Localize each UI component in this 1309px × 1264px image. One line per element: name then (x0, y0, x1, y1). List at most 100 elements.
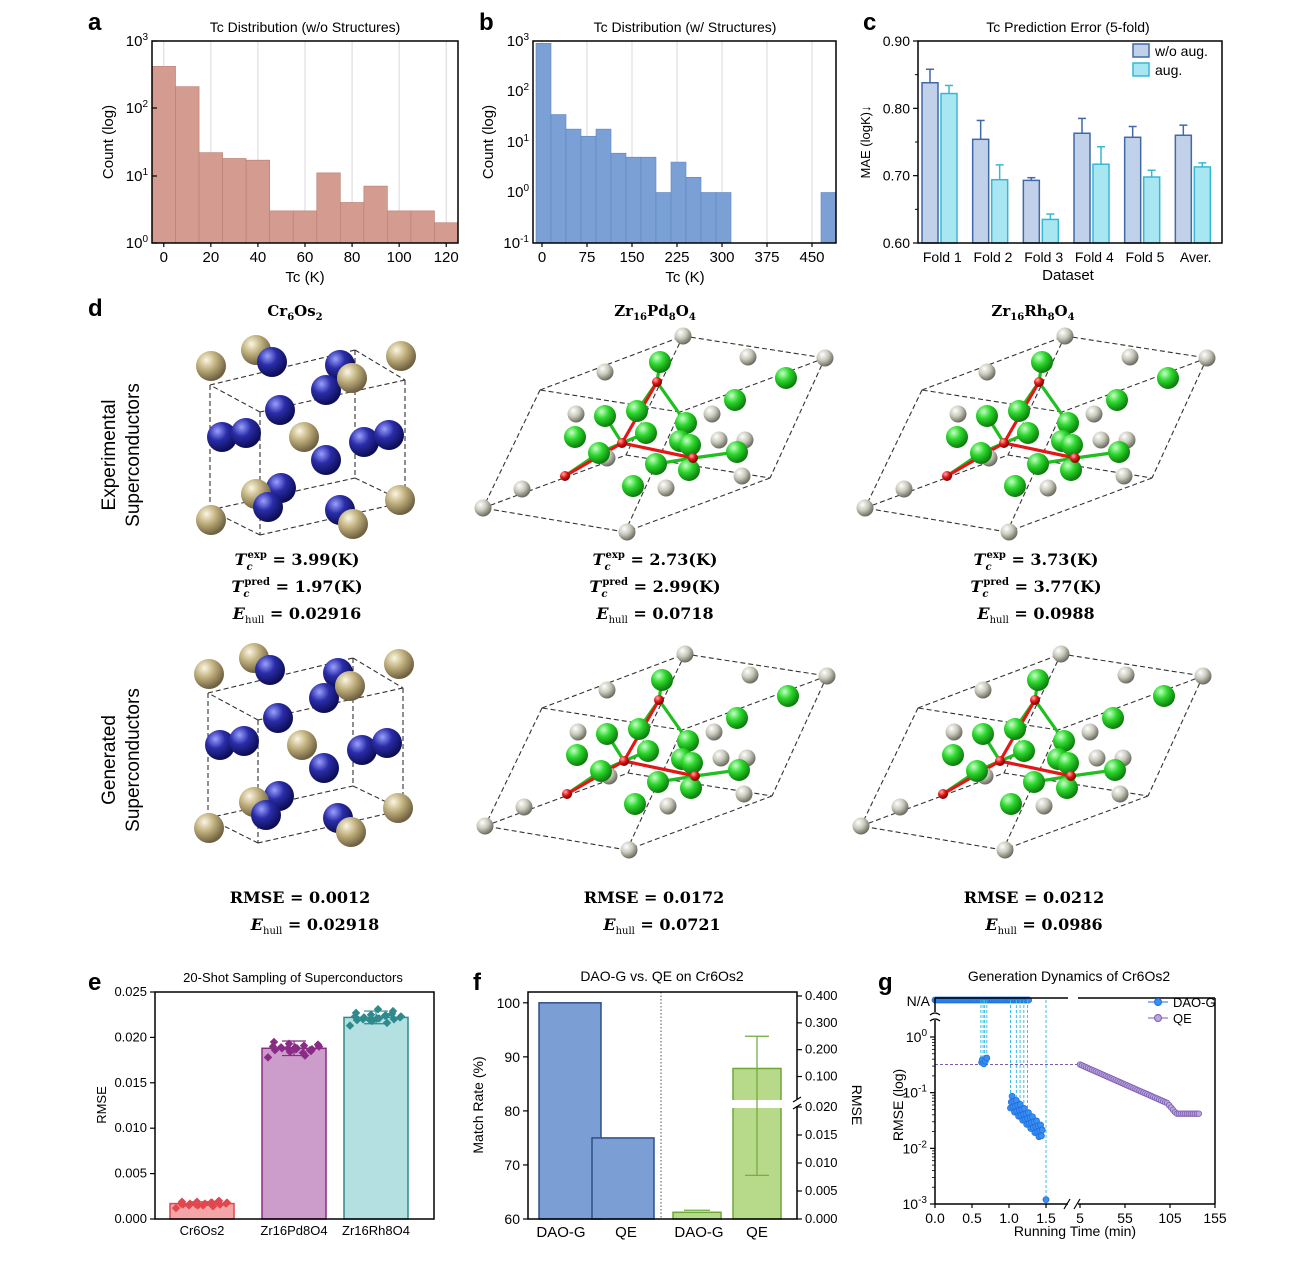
chart-e-point (263, 1053, 273, 1062)
pd-atom (674, 327, 692, 345)
chart-c-xtick-label: Fold 4 (1075, 249, 1114, 265)
chart-c-xtick-label: Fold 3 (1024, 249, 1063, 265)
pd-atom (659, 797, 677, 815)
zr-atom (1027, 669, 1049, 691)
zr-oxide-cell-edge (860, 772, 1005, 827)
os-atom (194, 813, 224, 843)
chart-e-point (372, 1014, 382, 1023)
zr-atom (1056, 777, 1078, 799)
pd-atom (1121, 348, 1139, 366)
cr-atom (309, 683, 339, 713)
pd-atom (949, 405, 967, 423)
chart-e-point (283, 1044, 293, 1053)
o-atom (690, 771, 700, 781)
zr-atom (972, 723, 994, 745)
crystal-zr16pd8o4-experimental (474, 327, 834, 541)
chart-g-xtick-label: 55 (1117, 1210, 1133, 1226)
zr-atom (775, 367, 797, 389)
crystal-cr6os2-generated (194, 643, 414, 847)
chart-f-matchrate-bar (538, 1002, 602, 1220)
chart-g-xtick-label: 5 (1076, 1210, 1084, 1226)
tc-exp-cr6os2: Tcexp = 3.99(K) (235, 550, 360, 573)
pd-atom (974, 681, 992, 699)
o-atom (654, 695, 664, 705)
chart-g-xtick-label: 1.5 (1036, 1210, 1056, 1226)
chart-b-frame (532, 40, 837, 244)
chart-c-bar (1123, 136, 1142, 244)
chart-e-bars (169, 1005, 409, 1220)
legend-swatch-woaug (1132, 43, 1150, 58)
o-atom (619, 756, 629, 766)
zr-atom (637, 740, 659, 762)
chart-f-xtick-label: QE (746, 1224, 768, 1241)
chart-b-title: Tc Distribution (w/ Structures) (594, 19, 777, 35)
cr-atom (251, 800, 281, 830)
pd-atom (598, 681, 616, 699)
chart-a-yticks: 100 101 102 103 (126, 32, 149, 252)
chart-a-xtick-label: 60 (297, 249, 314, 266)
chart-b-bars (535, 43, 837, 244)
chart-c-xticks: Fold 1 Fold 2 Fold 3 Fold 4 Fold 5 Aver. (923, 249, 1212, 265)
chart-a-bar (340, 202, 365, 244)
zr-atom (1102, 707, 1124, 729)
chart-a-title: Tc Distribution (w/o Structures) (210, 19, 401, 35)
pd-atom (569, 723, 587, 741)
pd-atom (891, 798, 909, 816)
zr-atom (966, 760, 988, 782)
chart-c-ytick-label: 0.80 (883, 100, 910, 116)
zr-atom (1031, 351, 1053, 373)
zr-oxide-cell-edge (541, 653, 686, 709)
chart-e-xtick-label: Zr16Rh8O4 (342, 1223, 410, 1238)
chart-g-xtick-label: 0.0 (925, 1210, 945, 1226)
pd-atom (1039, 479, 1057, 497)
crystal-zr16pd8o4-generated (476, 645, 836, 859)
chart-c-xtick-label: Fold 2 (974, 249, 1013, 265)
os-atom (196, 505, 226, 535)
pd-atom (1052, 645, 1070, 663)
chart-e-ytick-label: 0.010 (114, 1120, 147, 1135)
cr-atom (311, 445, 341, 475)
zr-oxide-cell-edge (917, 653, 1062, 709)
panel-letter-g: g (878, 969, 893, 996)
chart-e-ytick-label: 0.025 (114, 984, 147, 999)
zr-oxide-cell-edge (1002, 795, 1149, 851)
chart-e-xtick-label: Zr16Pd8O4 (260, 1223, 327, 1238)
chart-b-bar (685, 176, 702, 244)
crystal-cr6os2-experimental (196, 335, 416, 539)
chart-b-bar (820, 192, 837, 244)
zr-atom (635, 422, 657, 444)
chart-g-ytick-na: N/A (907, 993, 931, 1009)
chart-a-xtick-label: 20 (203, 249, 220, 266)
row-label-generated-1: Generated (99, 715, 120, 805)
chart-b-bar (535, 43, 552, 244)
chart-g-xbreak (1073, 1198, 1081, 1210)
chart-g-ytick-label: 10-2 (903, 1139, 928, 1156)
chart-b-ytick: 103 (507, 32, 530, 50)
cr-atom (205, 730, 235, 760)
zr-atom (596, 723, 618, 745)
zr-atom (1061, 434, 1083, 456)
cr-atom (231, 418, 261, 448)
chart-b-xtick-label: 225 (664, 249, 689, 266)
chart-c-title: Tc Prediction Error (5-fold) (986, 19, 1149, 35)
pd-atom (856, 499, 874, 517)
pd-atom (735, 785, 753, 803)
chart-e-point (358, 1014, 368, 1024)
zr-atom (1017, 422, 1039, 444)
cr-atom (311, 375, 341, 405)
zr-atom (1104, 759, 1126, 781)
cr-atom (253, 492, 283, 522)
chart-g-ybreak (929, 1012, 941, 1022)
cr6os2-cell-edge (209, 509, 261, 536)
pd-atom (1117, 666, 1135, 684)
chart-c-bar (971, 138, 990, 244)
chart-g-ylabel: RMSE (log) (890, 1069, 906, 1141)
chart-f-ytick-label: 70 (504, 1157, 520, 1173)
pd-atom (513, 480, 531, 498)
chart-g-daog-point (983, 1054, 991, 1062)
pd-atom (712, 749, 730, 767)
chart-b-bar (715, 192, 732, 244)
zr-oxide-cell-edge (864, 389, 923, 509)
zr-atom (647, 771, 669, 793)
